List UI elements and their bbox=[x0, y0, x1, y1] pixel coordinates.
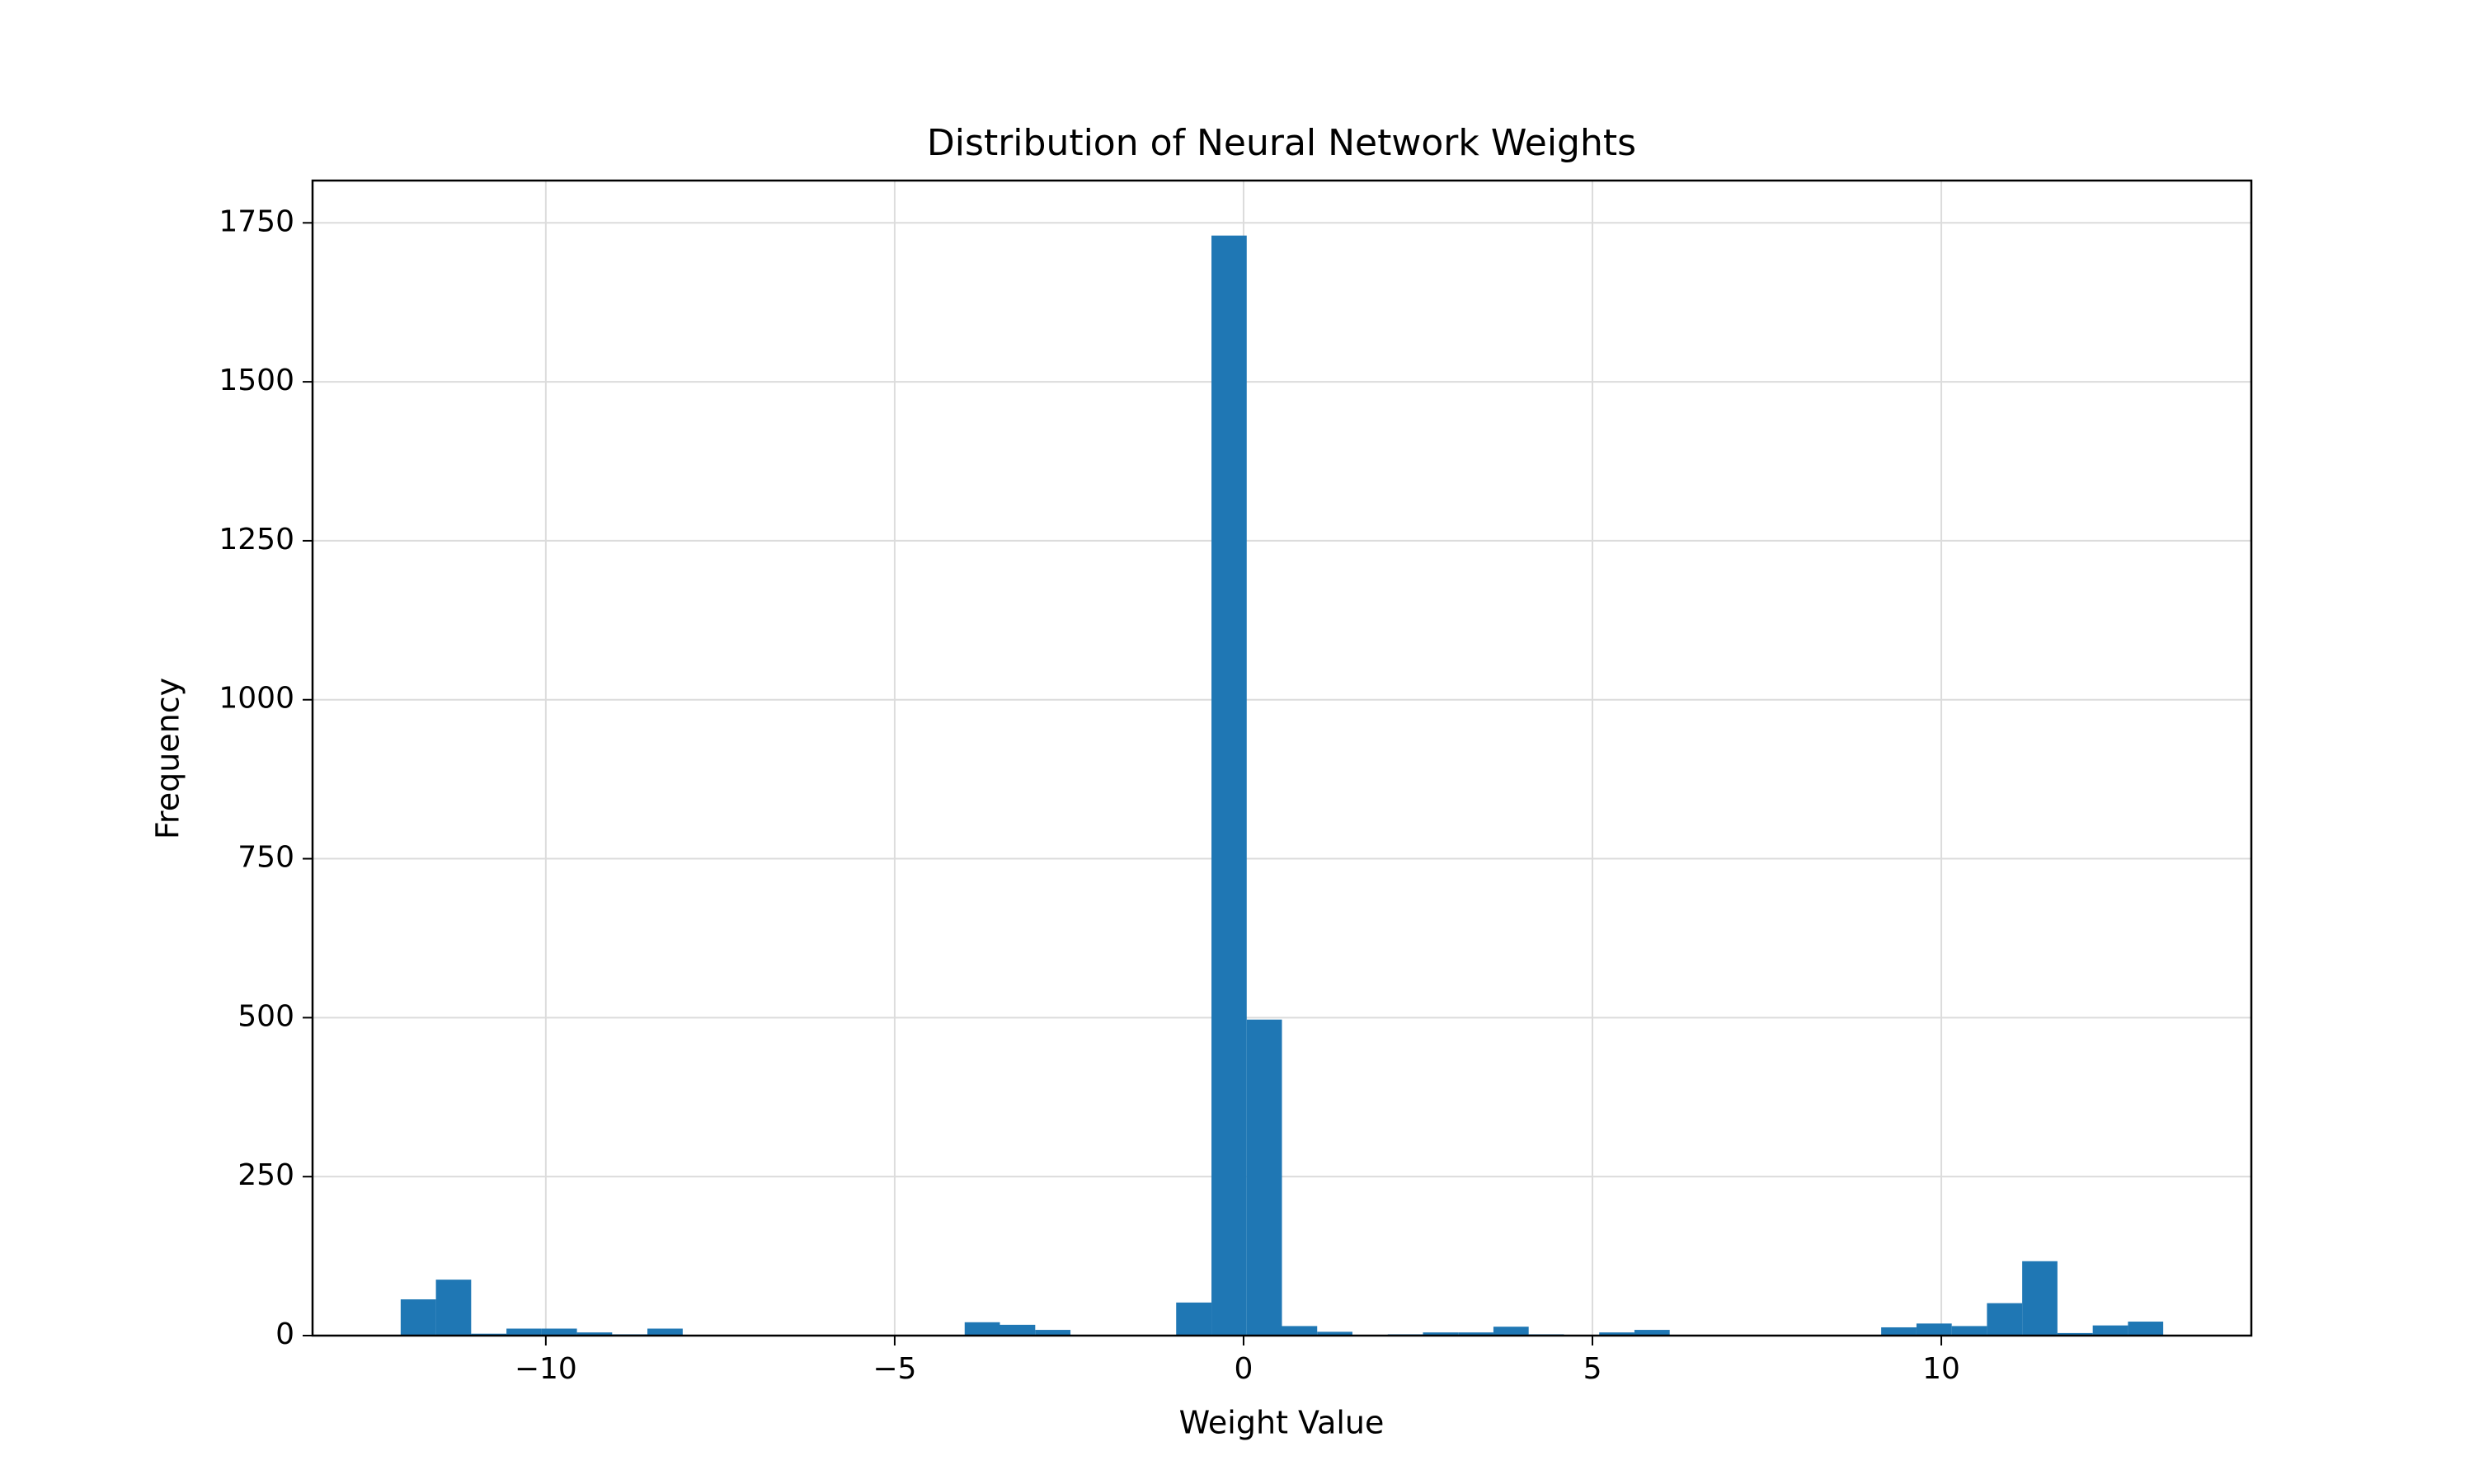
bar bbox=[2092, 1325, 2128, 1336]
bar bbox=[1317, 1331, 1352, 1336]
bar bbox=[1599, 1332, 1634, 1336]
bar bbox=[541, 1328, 577, 1336]
bar bbox=[2128, 1322, 2164, 1336]
bar bbox=[1881, 1327, 1917, 1336]
bar bbox=[1493, 1327, 1529, 1336]
bar bbox=[576, 1332, 613, 1336]
bar bbox=[435, 1280, 472, 1336]
bar bbox=[1211, 235, 1247, 1336]
bar bbox=[1458, 1332, 1493, 1336]
chart-title: Distribution of Neural Network Weights bbox=[927, 122, 1636, 164]
bar bbox=[1951, 1326, 1987, 1336]
y-axis-label: Frequency bbox=[150, 678, 186, 839]
bar bbox=[1423, 1332, 1459, 1336]
plot-area bbox=[313, 181, 2251, 1336]
bar bbox=[2022, 1261, 2058, 1336]
y-tick-label: 500 bbox=[238, 999, 294, 1033]
bar bbox=[400, 1299, 436, 1336]
y-tick-label: 0 bbox=[275, 1317, 294, 1351]
y-tick-label: 250 bbox=[238, 1158, 294, 1192]
y-tick-label: 1500 bbox=[219, 364, 294, 397]
y-tick-label: 1250 bbox=[219, 523, 294, 556]
x-tick-label: 10 bbox=[1922, 1352, 1960, 1386]
y-tick-label: 750 bbox=[238, 841, 294, 875]
bar bbox=[506, 1328, 542, 1336]
x-tick-label: −10 bbox=[515, 1352, 577, 1386]
bar bbox=[1634, 1330, 1670, 1336]
bar bbox=[1987, 1303, 2023, 1336]
bar bbox=[999, 1324, 1036, 1336]
x-tick-label: −5 bbox=[872, 1352, 916, 1386]
y-tick-label: 1000 bbox=[219, 682, 294, 716]
y-tick-label: 1750 bbox=[219, 204, 294, 238]
bar bbox=[2057, 1332, 2093, 1336]
bar bbox=[1246, 1019, 1282, 1336]
x-tick-label: 0 bbox=[1235, 1352, 1253, 1386]
bar bbox=[647, 1328, 683, 1336]
bar bbox=[1916, 1323, 1952, 1336]
bar bbox=[1176, 1302, 1212, 1336]
x-tick-label: 5 bbox=[1583, 1352, 1602, 1386]
bar bbox=[1035, 1330, 1071, 1336]
x-axis-label: Weight Value bbox=[1179, 1405, 1385, 1441]
axes-frame bbox=[311, 179, 2253, 1337]
bar bbox=[1282, 1326, 1318, 1336]
bar bbox=[964, 1322, 1000, 1336]
